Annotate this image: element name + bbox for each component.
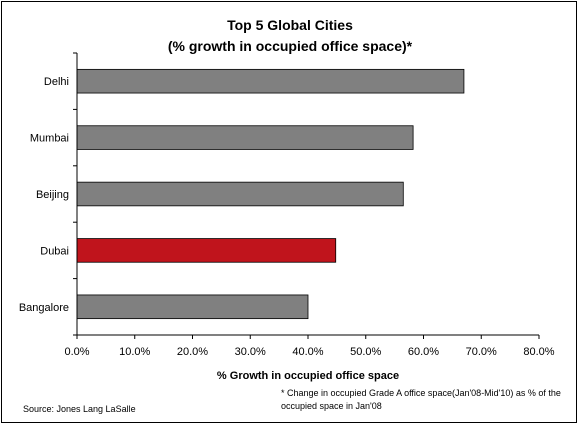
footnote-line-2: occupied space in Jan'08 bbox=[281, 401, 382, 411]
x-tick-label: 40.0% bbox=[292, 346, 323, 358]
y-tick-marks bbox=[73, 52, 77, 336]
bar-delhi bbox=[76, 68, 465, 94]
x-tick-labels: 0.0% 10.0% 20.0% 30.0% 40.0% 50.0% 60.0% 70.0% 8… bbox=[64, 346, 554, 358]
bar-bangalore bbox=[76, 294, 309, 320]
bar-beijing bbox=[76, 181, 404, 207]
x-tick-label: 80.0% bbox=[523, 346, 554, 358]
y-tick-label-beijing: Beijing bbox=[36, 189, 69, 201]
source-note: Source: Jones Lang LaSalle bbox=[23, 404, 136, 414]
y-tick-label-bangalore: Bangalore bbox=[19, 302, 69, 314]
bar-mumbai bbox=[76, 125, 414, 150]
x-axis-label: % Growth in occupied office space bbox=[217, 370, 399, 382]
x-tick-label: 20.0% bbox=[177, 346, 208, 358]
bar-dubai bbox=[76, 238, 337, 263]
x-tick-label: 30.0% bbox=[235, 346, 266, 358]
x-tick-label: 60.0% bbox=[408, 346, 439, 358]
chart-subtitle: (% growth in occupied office space)* bbox=[167, 38, 413, 54]
x-tick-label: 0.0% bbox=[64, 346, 89, 358]
y-tick-label-delhi: Delhi bbox=[44, 76, 69, 88]
y-tick-labels: Delhi Mumbai Beijing Dubai Bangalore bbox=[19, 76, 69, 314]
footnote-line-1: * Change in occupied Grade A office spac… bbox=[281, 388, 561, 398]
bars-group bbox=[76, 68, 465, 320]
x-tick-label: 70.0% bbox=[466, 346, 497, 358]
x-tick-marks bbox=[76, 335, 540, 339]
x-tick-label: 50.0% bbox=[350, 346, 381, 358]
y-tick-label-mumbai: Mumbai bbox=[30, 133, 69, 145]
chart-title: Top 5 Global Cities bbox=[227, 17, 353, 33]
x-tick-label: 10.0% bbox=[119, 346, 150, 358]
y-tick-label-dubai: Dubai bbox=[40, 245, 69, 257]
